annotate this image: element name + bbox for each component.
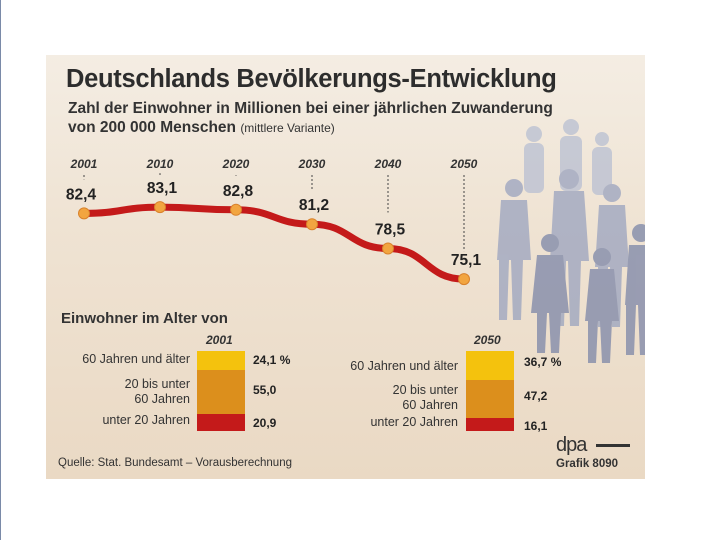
subtitle-variant-note: (mittlere Variante) bbox=[240, 121, 335, 135]
x-tick-label-2030: 2030 bbox=[298, 157, 326, 171]
age-year-label-2001: 2001 bbox=[206, 333, 233, 347]
age-cat-label-mid-2-2001: 60 Jahren bbox=[134, 392, 190, 406]
age-value-young-2001: 20,9 bbox=[253, 416, 277, 430]
data-label-2050: 75,1 bbox=[451, 252, 482, 269]
age-value-old-2001: 24,1 % bbox=[253, 353, 291, 367]
dpa-grafik-number: Grafik 8090 bbox=[556, 458, 619, 470]
population-line-group: 2001 82,4 2010 83,1 2020 82,8 2030 81,2 2040 78,5… bbox=[66, 157, 482, 286]
age-cat-label-young-2001: unter 20 Jahren bbox=[102, 413, 190, 427]
dpa-logo-rule bbox=[596, 444, 630, 447]
dpa-logo: dpa bbox=[556, 434, 587, 456]
x-tick-label-2010: 2010 bbox=[146, 157, 174, 171]
chart-title: Deutschlands Bevölkerungs-Entwicklung bbox=[66, 65, 557, 93]
age-bar-stack-2001 bbox=[197, 351, 245, 431]
subtitle-line-2: von 200 000 Menschen (mittlere Variante) bbox=[68, 118, 553, 138]
data-label-2040: 78,5 bbox=[375, 222, 406, 239]
data-point-2050 bbox=[458, 273, 470, 286]
age-segment-under-20-2001 bbox=[197, 414, 245, 431]
age-segment-20-60-2001 bbox=[197, 370, 245, 415]
x-tick-label-2020: 2020 bbox=[222, 157, 250, 171]
dpa-credit: dpa Grafik 8090 bbox=[556, 435, 636, 470]
data-label-2001: 82,4 bbox=[66, 186, 97, 203]
x-tick-label-2001: 2001 bbox=[70, 157, 98, 171]
population-line-chart: 2001 82,4 2010 83,1 2020 82,8 2030 81,2 2040 78,5… bbox=[66, 119, 645, 363]
data-point-2020 bbox=[230, 203, 242, 216]
x-tick-label-2040: 2040 bbox=[374, 157, 402, 171]
age-cat-label-old-2001: 60 Jahren und älter bbox=[82, 352, 190, 366]
age-bar-stack-2050 bbox=[466, 351, 514, 431]
age-segment-under-20-2050 bbox=[466, 418, 514, 431]
age-structure-heading: Einwohner im Alter von bbox=[61, 310, 228, 327]
subtitle-line-2-main: von 200 000 Menschen bbox=[68, 119, 236, 136]
data-label-2020: 82,8 bbox=[223, 183, 254, 200]
chart-subtitle: Zahl der Einwohner in Millionen bei eine… bbox=[68, 99, 553, 138]
page-left-rule bbox=[0, 0, 1, 540]
age-segment-60-plus-2001 bbox=[197, 351, 245, 371]
age-segment-60-plus-2050 bbox=[466, 351, 514, 381]
subtitle-line-1: Zahl der Einwohner in Millionen bei eine… bbox=[68, 100, 553, 117]
age-cat-label-mid-1-2050: 20 bis unter bbox=[392, 383, 458, 397]
data-point-2001 bbox=[78, 207, 90, 220]
age-cat-label-mid-1-2001: 20 bis unter bbox=[124, 377, 190, 391]
age-value-mid-2001: 55,0 bbox=[253, 383, 277, 397]
source-note: Quelle: Stat. Bundesamt – Vorausberechnu… bbox=[58, 457, 292, 469]
data-point-2010 bbox=[154, 201, 166, 214]
age-cat-label-mid-2-2050: 60 Jahren bbox=[402, 398, 458, 412]
data-label-2030: 81,2 bbox=[299, 197, 329, 214]
data-label-2010: 83,1 bbox=[147, 180, 178, 197]
age-cat-label-young-2050: unter 20 Jahren bbox=[370, 415, 458, 429]
people-silhouettes-illustration bbox=[497, 119, 645, 363]
data-point-2030 bbox=[306, 218, 318, 231]
age-value-mid-2050: 47,2 bbox=[524, 389, 548, 403]
age-value-young-2050: 16,1 bbox=[524, 419, 548, 433]
age-year-label-2050: 2050 bbox=[474, 333, 501, 347]
infographic-panel: Deutschlands Bevölkerungs-Entwicklung Za… bbox=[46, 55, 645, 479]
x-tick-label-2050: 2050 bbox=[450, 157, 478, 171]
population-series-line bbox=[80, 203, 468, 283]
age-value-old-2050: 36,7 % bbox=[524, 355, 562, 369]
age-cat-label-old-2050: 60 Jahren und älter bbox=[350, 359, 458, 373]
data-point-2040 bbox=[382, 242, 394, 255]
age-segment-20-60-2050 bbox=[466, 380, 514, 419]
